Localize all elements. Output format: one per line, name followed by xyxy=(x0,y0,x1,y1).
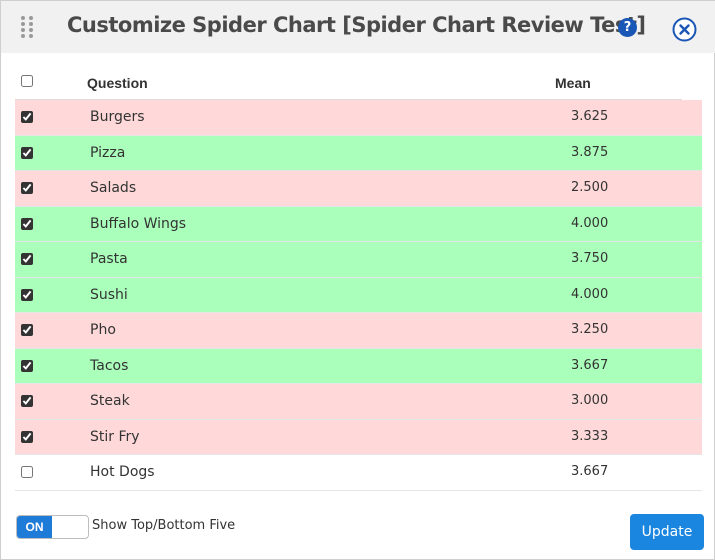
toggle-state: ON xyxy=(17,516,52,538)
mean-value: 3.667 xyxy=(571,464,609,479)
toggle-label: Show Top/Bottom Five xyxy=(92,518,236,533)
mean-value: 3.250 xyxy=(571,322,609,337)
table-row: Salads 2.500 xyxy=(15,171,702,207)
question-label: Pho xyxy=(90,322,116,338)
mean-value: 4.000 xyxy=(571,286,609,302)
mean-value: 3.750 xyxy=(571,251,609,266)
row-checkbox[interactable] xyxy=(21,359,33,372)
row-checkbox[interactable] xyxy=(21,217,33,230)
drag-handle-icon[interactable] xyxy=(20,15,34,39)
mean-value: 3.333 xyxy=(571,428,609,444)
table-row: Tacos 3.667 xyxy=(15,348,702,384)
table-row: Pasta 3.750 xyxy=(15,242,702,278)
mean-value: 3.667 xyxy=(571,357,609,373)
question-label: Sushi xyxy=(90,286,128,303)
table-row: Burgers 3.625 xyxy=(15,100,702,136)
close-icon[interactable] xyxy=(672,17,697,42)
question-label: Buffalo Wings xyxy=(90,215,187,232)
table-row: Stir Fry 3.333 xyxy=(15,419,702,455)
table-row: Sushi 4.000 xyxy=(15,277,702,313)
question-label: Tacos xyxy=(90,357,129,374)
row-checkbox[interactable] xyxy=(21,182,33,194)
mean-value: 3.000 xyxy=(571,393,609,408)
mean-value: 3.625 xyxy=(571,109,609,124)
table-row: Pizza 3.875 xyxy=(15,135,702,171)
dialog-header: Customize Spider Chart [Spider Chart Rev… xyxy=(1,1,715,53)
table-row: Buffalo Wings 4.000 xyxy=(15,206,702,242)
table-row: Hot Dogs 3.667 xyxy=(15,455,702,491)
top-bottom-five-toggle[interactable]: ON xyxy=(16,515,89,539)
question-label: Hot Dogs xyxy=(90,464,155,480)
table-header: Question Mean xyxy=(15,67,682,100)
row-checkbox[interactable] xyxy=(21,430,33,443)
question-label: Pizza xyxy=(90,144,126,161)
question-label: Burgers xyxy=(90,109,145,125)
dialog-title: Customize Spider Chart [Spider Chart Rev… xyxy=(67,13,646,37)
table-row: Pho 3.250 xyxy=(15,313,702,349)
question-label: Salads xyxy=(90,180,137,196)
row-checkbox[interactable] xyxy=(21,146,33,159)
table-row: Steak 3.000 xyxy=(15,384,702,420)
select-all-checkbox[interactable] xyxy=(21,75,33,87)
row-checkbox[interactable] xyxy=(21,288,33,301)
question-label: Stir Fry xyxy=(90,428,140,445)
update-button[interactable]: Update xyxy=(630,514,704,550)
question-column-header: Question xyxy=(87,75,148,91)
row-checkbox[interactable] xyxy=(21,466,33,478)
mean-value: 3.875 xyxy=(571,144,609,160)
help-icon[interactable]: ? xyxy=(618,18,637,37)
mean-value: 2.500 xyxy=(571,180,609,195)
question-label: Pasta xyxy=(90,251,128,267)
row-checkbox[interactable] xyxy=(21,111,33,123)
row-checkbox[interactable] xyxy=(21,253,33,265)
mean-value: 4.000 xyxy=(571,215,609,231)
row-checkbox[interactable] xyxy=(21,324,33,336)
mean-column-header: Mean xyxy=(555,75,591,91)
question-table-body: Burgers 3.625 Pizza 3.875 Salads 2.500 B… xyxy=(15,100,702,491)
question-label: Steak xyxy=(90,393,130,409)
row-checkbox[interactable] xyxy=(21,395,33,407)
